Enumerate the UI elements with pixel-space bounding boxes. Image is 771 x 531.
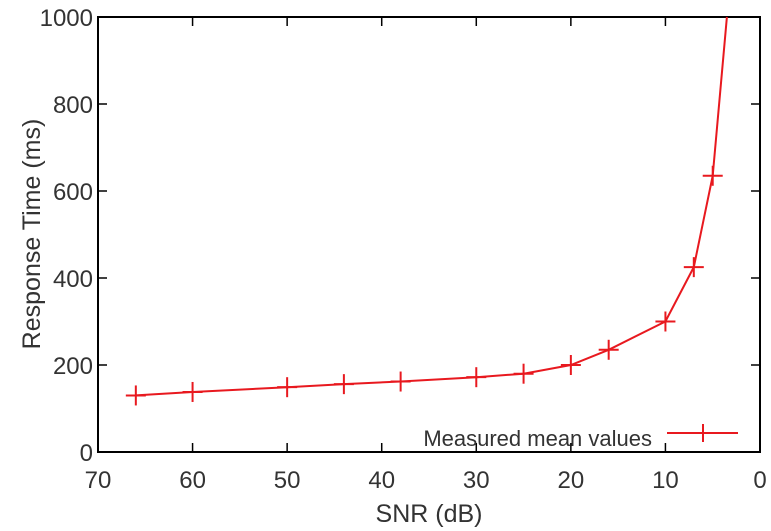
y-tick-labels: 0 200 400 600 800 1000	[40, 5, 93, 467]
x-tick-label: 60	[179, 467, 206, 494]
data-point	[702, 165, 723, 186]
x-tick-label: 10	[652, 467, 679, 494]
x-tick-label: 70	[85, 467, 112, 494]
data-point	[333, 374, 354, 395]
legend: Measured mean values	[423, 424, 738, 451]
data-point	[277, 377, 298, 398]
x-tick-labels: 70 60 50 40 30 20 10 0	[85, 467, 767, 494]
legend-label: Measured mean values	[423, 426, 652, 451]
data-point	[125, 385, 146, 406]
data-point	[683, 257, 704, 278]
x-tick-label: 20	[558, 467, 585, 494]
x-tick-label: 50	[274, 467, 301, 494]
axis-ticks	[97, 16, 761, 453]
y-tick-label: 1000	[40, 5, 93, 32]
y-tick-label: 600	[53, 179, 93, 206]
data-point	[560, 355, 581, 375]
series-line	[135, 16, 728, 397]
data-point	[655, 311, 676, 332]
plot-frame	[97, 16, 761, 453]
data-point	[598, 339, 619, 360]
data-point	[390, 371, 411, 392]
data-point	[513, 363, 534, 384]
data-point	[466, 367, 487, 388]
x-tick-label: 0	[753, 467, 766, 494]
y-tick-label: 0	[80, 440, 93, 467]
x-tick-label: 40	[368, 467, 395, 494]
legend-marker	[694, 424, 712, 442]
y-tick-label: 800	[53, 92, 93, 119]
y-axis-title: Response Time (ms)	[18, 119, 46, 350]
data-point	[182, 381, 203, 402]
y-tick-label: 200	[53, 353, 93, 380]
series-markers	[125, 165, 723, 406]
y-tick-label: 400	[53, 266, 93, 293]
x-tick-label: 30	[463, 467, 490, 494]
x-axis-title: SNR (dB)	[376, 500, 483, 528]
